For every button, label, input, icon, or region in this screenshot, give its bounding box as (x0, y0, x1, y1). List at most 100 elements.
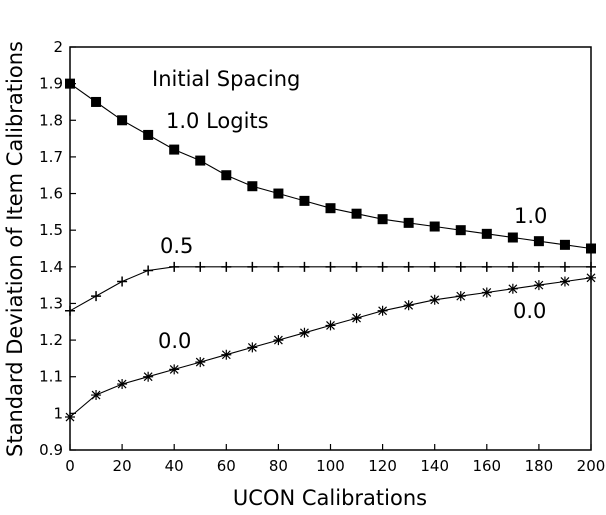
y-axis-title: Standard Deviation of Item Calibrations (3, 41, 27, 457)
data-point-plus (299, 261, 310, 272)
series-square (65, 78, 596, 254)
y-tick-label: 1.5 (39, 221, 63, 239)
x-tick-label: 180 (525, 457, 554, 475)
series-asterisk (65, 272, 596, 423)
data-point-asterisk (403, 300, 414, 311)
data-point-asterisk (273, 335, 284, 346)
data-point-square (403, 217, 414, 228)
x-tick-label: 120 (368, 457, 397, 475)
data-point-plus (91, 291, 102, 302)
y-tick-label: 1.3 (39, 294, 63, 312)
x-tick-label: 200 (577, 457, 606, 475)
series-plus (65, 261, 596, 316)
data-point-plus (533, 261, 544, 272)
data-point-square (559, 239, 570, 250)
data-point-square (91, 96, 102, 107)
data-point-asterisk (455, 291, 466, 302)
data-point-square (195, 155, 206, 166)
data-point-square (117, 115, 128, 126)
x-tick-label: 100 (316, 457, 345, 475)
data-point-asterisk (481, 287, 492, 298)
data-point-plus (169, 261, 180, 272)
data-point-square (351, 208, 362, 219)
data-point-square (586, 243, 596, 254)
y-axis-ticks: 0.9 1 1.1 1.2 1.3 1.4 1.5 1.6 1.7 1.8 1.9 2 (39, 38, 76, 459)
x-axis-ticks: 0 20 40 60 80 100 120 140 160 180 200 (65, 444, 605, 475)
x-tick-label: 140 (420, 457, 449, 475)
data-point-asterisk (559, 276, 570, 287)
data-point-asterisk (377, 305, 388, 316)
data-point-plus (247, 261, 258, 272)
data-point-plus (559, 261, 570, 272)
data-point-square (221, 170, 232, 181)
x-tick-label: 160 (472, 457, 501, 475)
data-point-asterisk (247, 342, 258, 353)
data-point-square (299, 195, 310, 206)
annotation-series-0-0-right: 0.0 (513, 299, 546, 323)
y-tick-label: 0.9 (39, 441, 63, 459)
y-tick-label: 1 (53, 404, 63, 422)
y-tick-label: 1.1 (39, 368, 63, 386)
plot-frame (69, 46, 592, 451)
data-point-square (455, 225, 466, 236)
data-point-square (65, 78, 75, 89)
data-point-plus (377, 261, 388, 272)
x-tick-label: 60 (217, 457, 236, 475)
y-tick-label: 1.4 (39, 258, 63, 276)
y-tick-label: 1.8 (39, 111, 63, 129)
annotation-series-0-5: 0.5 (160, 234, 193, 258)
data-point-square (325, 203, 336, 214)
data-point-square (429, 221, 440, 232)
data-point-square (247, 181, 258, 192)
data-point-asterisk (169, 364, 180, 375)
x-tick-label: 0 (65, 457, 75, 475)
data-point-plus (273, 261, 284, 272)
data-point-square (377, 214, 388, 225)
data-point-asterisk (117, 379, 128, 390)
data-point-plus (586, 261, 596, 272)
data-point-plus (455, 261, 466, 272)
data-point-square (143, 129, 154, 140)
data-point-asterisk (429, 294, 440, 305)
data-point-plus (325, 261, 336, 272)
data-point-plus (403, 261, 414, 272)
data-point-plus (143, 265, 154, 276)
y-tick-label: 1.6 (39, 185, 63, 203)
series-layer (65, 78, 596, 423)
annotation-series-0-0-left: 0.0 (158, 329, 191, 353)
annotation-logits: 1.0 Logits (166, 109, 269, 133)
data-point-asterisk (91, 390, 102, 401)
y-tick-label: 1.7 (39, 148, 63, 166)
annotation-series-1-0: 1.0 (514, 204, 547, 228)
data-point-square (507, 232, 518, 243)
data-point-asterisk (299, 327, 310, 338)
x-axis-title: UCON Calibrations (233, 486, 427, 510)
data-point-square (169, 144, 180, 155)
data-point-square (533, 236, 544, 247)
data-point-square (481, 228, 492, 239)
data-point-plus (117, 276, 128, 287)
data-point-asterisk (65, 412, 75, 423)
data-point-asterisk (195, 357, 206, 368)
annotation-initial-spacing: Initial Spacing (152, 67, 300, 91)
data-point-asterisk (533, 280, 544, 291)
data-point-asterisk (351, 313, 362, 324)
data-point-asterisk (507, 283, 518, 294)
data-point-plus (507, 261, 518, 272)
x-tick-label: 40 (165, 457, 184, 475)
data-point-asterisk (586, 272, 596, 283)
y-tick-label: 1.9 (39, 75, 63, 93)
data-point-plus (429, 261, 440, 272)
data-point-plus (195, 261, 206, 272)
y-tick-label: 1.2 (39, 331, 63, 349)
data-point-square (273, 188, 284, 199)
data-point-plus (221, 261, 232, 272)
series-line (69, 83, 592, 250)
data-point-plus (351, 261, 362, 272)
data-point-asterisk (143, 371, 154, 382)
data-point-plus (65, 305, 75, 316)
data-point-plus (481, 261, 492, 272)
data-point-asterisk (221, 349, 232, 360)
x-tick-label: 20 (113, 457, 132, 475)
